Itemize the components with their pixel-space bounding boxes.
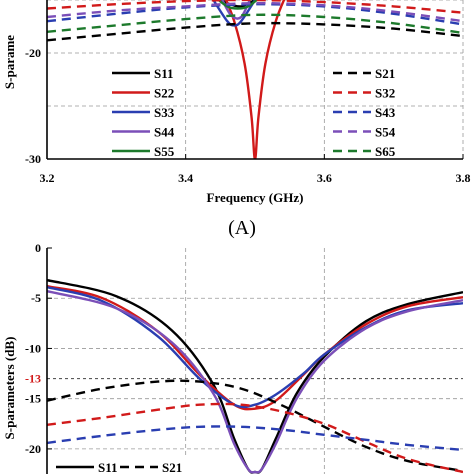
y-tick-label: -5	[31, 291, 41, 305]
legend-item-s22: S22	[112, 86, 174, 101]
legend-item-s21: S21	[120, 460, 182, 474]
legend-label: S11	[154, 66, 174, 81]
series-line-s21	[47, 379, 463, 473]
legend-item-s33: S33	[112, 105, 175, 120]
legend-label: S43	[375, 105, 396, 120]
series-line-s43	[47, 425, 463, 452]
series-line-s44	[47, 290, 463, 474]
y-tick-label: -20	[25, 442, 41, 456]
legend-item-s11: S11	[112, 66, 174, 81]
series-line-s55	[216, 0, 259, 10]
series-line-s43	[47, 2, 463, 26]
legend-item-s43: S43	[333, 105, 396, 120]
legend-label: S33	[154, 105, 175, 120]
series-line-s32	[47, 0, 463, 14]
y-tick-label: -10	[25, 341, 41, 355]
x-tick-label: 3.6	[317, 171, 332, 185]
legend-label: S54	[375, 125, 396, 140]
legend-label: S21	[375, 66, 395, 81]
grid-lines	[47, 248, 463, 474]
x-tick-label: 3.8	[456, 171, 471, 185]
legend-label: S44	[154, 125, 175, 140]
x-axis-label: Frequency (GHz)	[207, 190, 304, 205]
legend-label: S65	[375, 144, 396, 159]
y-tick-label: -30	[25, 152, 41, 166]
x-tick-label: 3.2	[40, 171, 55, 185]
legend-item-s55: S55	[112, 144, 175, 159]
x-tick-label: 3.4	[178, 171, 193, 185]
legend-item-s44: S44	[112, 125, 175, 140]
legend-label: S32	[375, 86, 395, 101]
series-line-s22	[224, 0, 286, 159]
legend-item-s21: S21	[333, 66, 395, 81]
legend-label: S21	[162, 460, 182, 474]
legend-item-s32: S32	[333, 86, 395, 101]
legend-label: S22	[154, 86, 174, 101]
legend-label: S11	[98, 460, 118, 474]
legend-item-s11: S11	[56, 460, 118, 474]
panel-label-a: (A)	[228, 217, 256, 239]
series-line-s65	[47, 13, 463, 35]
legend: S11 S21	[52, 458, 222, 474]
series-lines	[47, 0, 463, 159]
y-tick-label: -15	[25, 392, 41, 406]
y-tick-label: 0	[35, 241, 41, 255]
legend-item-s54: S54	[333, 125, 396, 140]
legend: S11 S22 S33 S44 S55 S21 S32 S43 S54 S65	[112, 66, 396, 159]
y-axis-label: S-parameters (dB)	[2, 337, 17, 440]
legend-item-s65: S65	[333, 144, 396, 159]
series-lines	[47, 278, 463, 474]
series-line-s32	[47, 402, 463, 474]
legend-label: S55	[154, 144, 175, 159]
tick-labels: 3.2 3.4 3.6 3.8 -20 -30	[25, 46, 471, 185]
chart-panel-b: 0 -5 -10 -15 -20 -13 S-parameters (dB) S11 S21	[2, 241, 463, 474]
tick-labels: 0 -5 -10 -15 -20 -13	[25, 241, 52, 456]
y-tick-label: -20	[25, 46, 41, 60]
y-axis-label: S-parame	[2, 35, 17, 89]
reference-line-label: -13	[25, 372, 41, 386]
grid-lines	[47, 0, 464, 159]
series-line-s54	[47, 1, 463, 23]
series-line-s21	[47, 21, 463, 42]
chart-panel-a: 3.2 3.4 3.6 3.8 -20 -30 S-parame Frequency (G…	[2, 0, 471, 239]
